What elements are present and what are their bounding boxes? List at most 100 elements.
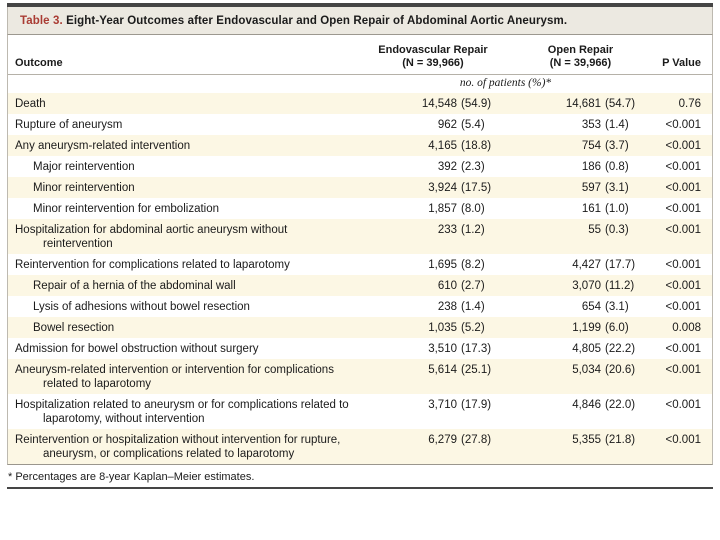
endovascular-count-cell: 238 [437, 300, 457, 313]
endovascular-count-cell: 1,857 [428, 202, 457, 215]
table-title-text: Eight-Year Outcomes after Endovascular a… [66, 15, 568, 27]
outcome-cell: Rupture of aneurysm [15, 118, 123, 131]
endovascular-count-cell: 3,924 [428, 181, 457, 194]
p-value-cell: <0.001 [665, 258, 702, 271]
table-row: Aneurysm-related intervention or interve… [8, 359, 712, 394]
p-value-cell: <0.001 [665, 300, 702, 313]
open-count-cell: 754 [581, 139, 601, 152]
table-number-label: Table 3. [20, 15, 63, 27]
table-row: Hospitalization related to aneurysm or f… [8, 394, 712, 429]
column-header-pvalue: P Value [662, 57, 701, 69]
column-header-outcome: Outcome [15, 57, 63, 69]
table-bottom-rule [7, 487, 713, 489]
p-value-cell: <0.001 [665, 223, 702, 236]
table-row: Hospitalization for abdominal aortic ane… [8, 219, 712, 254]
endovascular-count-cell: 1,695 [428, 258, 457, 271]
endovascular-header-title: Endovascular Repair [378, 44, 488, 56]
table-row: Admission for bowel obstruction without … [8, 338, 712, 359]
endovascular-percent-cell: (8.2) [461, 258, 485, 271]
outcome-cell: Major reintervention [33, 160, 135, 173]
open-count-cell: 4,427 [572, 258, 601, 271]
outcome-cell: Minor reintervention for embolization [33, 202, 220, 215]
open-count-cell: 3,070 [572, 279, 601, 292]
p-value-cell: <0.001 [665, 139, 702, 152]
endovascular-count-cell: 3,710 [428, 398, 457, 411]
open-percent-cell: (1.4) [605, 118, 629, 131]
endovascular-percent-cell: (17.3) [461, 342, 492, 355]
p-value-cell: <0.001 [665, 118, 702, 131]
column-header-row: Outcome Endovascular Repair (N = 39,966)… [8, 35, 712, 75]
endovascular-count-cell: 3,510 [428, 342, 457, 355]
endovascular-percent-cell: (25.1) [461, 363, 492, 376]
open-percent-cell: (6.0) [605, 321, 629, 334]
open-percent-cell: (0.3) [605, 223, 629, 236]
open-count-cell: 55 [588, 223, 601, 236]
open-percent-cell: (11.2) [605, 279, 635, 292]
open-count-cell: 186 [581, 160, 601, 173]
outcome-cell: Hospitalization related to aneurysm or f… [15, 398, 349, 425]
outcome-cell: Admission for bowel obstruction without … [15, 342, 259, 355]
p-value-cell: <0.001 [665, 398, 702, 411]
table-row: Major reintervention 392 (2.3) 186 (0.8) <0.0… [8, 156, 712, 177]
endovascular-count-cell: 610 [437, 279, 457, 292]
table-top-rule [7, 3, 713, 7]
endovascular-percent-cell: (5.2) [461, 321, 485, 334]
endovascular-count-cell: 392 [437, 160, 457, 173]
endovascular-count-cell: 6,279 [428, 433, 457, 446]
endovascular-header-n: (N = 39,966) [402, 57, 464, 69]
open-header-title: Open Repair [547, 44, 614, 56]
p-value-cell: <0.001 [665, 181, 702, 194]
outcome-cell: Any aneurysm-related intervention [15, 139, 191, 152]
column-header-open: Open Repair (N = 39,966) [508, 44, 653, 70]
p-value-cell: 0.008 [672, 321, 701, 334]
outcome-cell: Lysis of adhesions without bowel resecti… [33, 300, 250, 313]
p-value-cell: <0.001 [665, 202, 702, 215]
open-count-cell: 5,034 [572, 363, 601, 376]
open-count-cell: 4,805 [572, 342, 601, 355]
endovascular-count-cell: 4,165 [428, 139, 457, 152]
p-value-cell: <0.001 [665, 433, 702, 446]
p-value-cell: <0.001 [665, 160, 702, 173]
endovascular-percent-cell: (1.2) [461, 223, 485, 236]
open-count-cell: 161 [581, 202, 601, 215]
endovascular-count-cell: 962 [437, 118, 457, 131]
table-row: Lysis of adhesions without bowel resecti… [8, 296, 712, 317]
outcome-cell: Death [15, 97, 46, 110]
outcome-cell: Aneurysm-related intervention or interve… [15, 363, 334, 390]
table-row: Minor reintervention 3,924 (17.5) 597 (3.1) <… [8, 177, 712, 198]
open-percent-cell: (0.8) [605, 160, 629, 173]
outcome-cell: Repair of a hernia of the abdominal wall [33, 279, 236, 292]
endovascular-count-cell: 233 [437, 223, 457, 236]
open-count-cell: 353 [581, 118, 601, 131]
outcome-cell: Minor reintervention [33, 181, 135, 194]
units-note: no. of patients (%)* [459, 77, 552, 89]
table-row: Reintervention or hospitalization withou… [8, 429, 712, 464]
table-header: Outcome Endovascular Repair (N = 39,966)… [7, 35, 713, 93]
open-header-n: (N = 39,966) [549, 57, 612, 69]
endovascular-percent-cell: (5.4) [461, 118, 485, 131]
table-row: Reintervention for complications related… [8, 254, 712, 275]
table-row: Bowel resection 1,035 (5.2) 1,199 (6.0) 0.008 [8, 317, 712, 338]
endovascular-count-cell: 5,614 [428, 363, 457, 376]
open-count-cell: 5,355 [572, 433, 601, 446]
outcome-cell: Bowel resection [33, 321, 115, 334]
open-count-cell: 654 [581, 300, 601, 313]
open-count-cell: 1,199 [572, 321, 601, 334]
open-percent-cell: (20.6) [605, 363, 636, 376]
p-value-cell: <0.001 [665, 363, 702, 376]
open-percent-cell: (22.0) [605, 398, 636, 411]
table-row: Rupture of aneurysm 962 (5.4) 353 (1.4) <0.00… [8, 114, 712, 135]
endovascular-percent-cell: (18.8) [461, 139, 492, 152]
table-card: Table 3. Eight-Year Outcomes after Endov… [7, 3, 713, 489]
endovascular-percent-cell: (2.7) [461, 279, 485, 292]
endovascular-count-cell: 1,035 [428, 321, 457, 334]
endovascular-percent-cell: (17.9) [461, 398, 492, 411]
endovascular-percent-cell: (17.5) [461, 181, 492, 194]
open-percent-cell: (17.7) [605, 258, 636, 271]
endovascular-count-cell: 14,548 [421, 97, 457, 110]
table-row: Repair of a hernia of the abdominal wall… [8, 275, 712, 296]
open-percent-cell: (3.7) [605, 139, 629, 152]
p-value-cell: 0.76 [678, 97, 701, 110]
open-percent-cell: (3.1) [605, 181, 629, 194]
table-row: Death 14,548 (54.9) 14,681 (54.7) 0.76 [8, 93, 712, 114]
